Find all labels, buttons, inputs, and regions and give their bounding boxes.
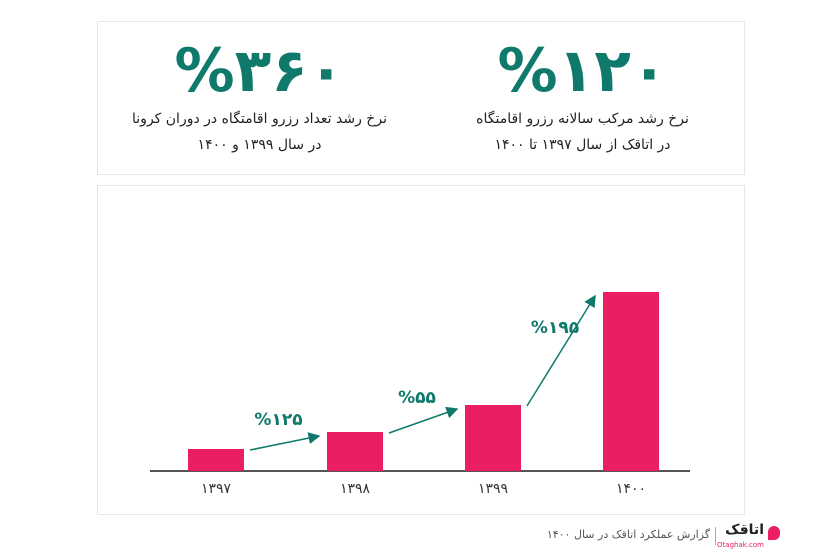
- footer-text: گزارش عملکرد اتاقک در سال ۱۴۰۰: [546, 528, 710, 541]
- footer: گزارش عملکرد اتاقک در سال ۱۴۰۰ اتاقک Ota…: [540, 522, 780, 552]
- bar: [465, 405, 521, 471]
- x-tick-label: ۱۳۹۹: [478, 481, 508, 497]
- big-stat: %۳۶۰: [174, 36, 345, 106]
- card-text: در سال ۱۳۹۹ و ۱۴۰۰: [197, 137, 322, 153]
- card-text: نرخ رشد تعداد رزرو اقامتگاه در دوران کرو…: [132, 111, 387, 127]
- x-tick-label: ۱۴۰۰: [616, 481, 646, 497]
- card: %۳۶۰ نرخ رشد تعداد رزرو اقامتگاه در دورا…: [98, 22, 421, 174]
- growth-arrow: [249, 432, 321, 451]
- logo-site: Otaghak.com: [717, 541, 764, 549]
- logo-icon: [768, 526, 780, 540]
- card-text: در اتاقک از سال ۱۳۹۷ تا ۱۴۰۰: [494, 137, 671, 153]
- big-stat: %۱۲۰: [497, 36, 668, 106]
- bar: [327, 432, 383, 471]
- bar: [188, 449, 244, 471]
- growth-label: %۵۵: [398, 388, 436, 408]
- bar: [603, 292, 659, 471]
- growth-arrow: [526, 294, 596, 407]
- summary-panel: %۳۶۰ نرخ رشد تعداد رزرو اقامتگاه در دورا…: [97, 21, 745, 175]
- growth-arrow: [388, 406, 459, 434]
- growth-label: %۱۹۵: [531, 318, 579, 338]
- card-text: نرخ رشد مرکب سالانه رزرو اقامتگاه: [476, 111, 689, 127]
- logo: اتاقک: [725, 522, 764, 538]
- divider: [715, 527, 716, 545]
- x-tick-label: ۱۳۹۷: [201, 481, 232, 497]
- x-tick-label: ۱۳۹۸: [340, 481, 371, 497]
- growth-label: %۱۲۵: [254, 410, 302, 430]
- card: %۱۲۰ نرخ رشد مرکب سالانه رزرو اقامتگاه د…: [421, 22, 744, 174]
